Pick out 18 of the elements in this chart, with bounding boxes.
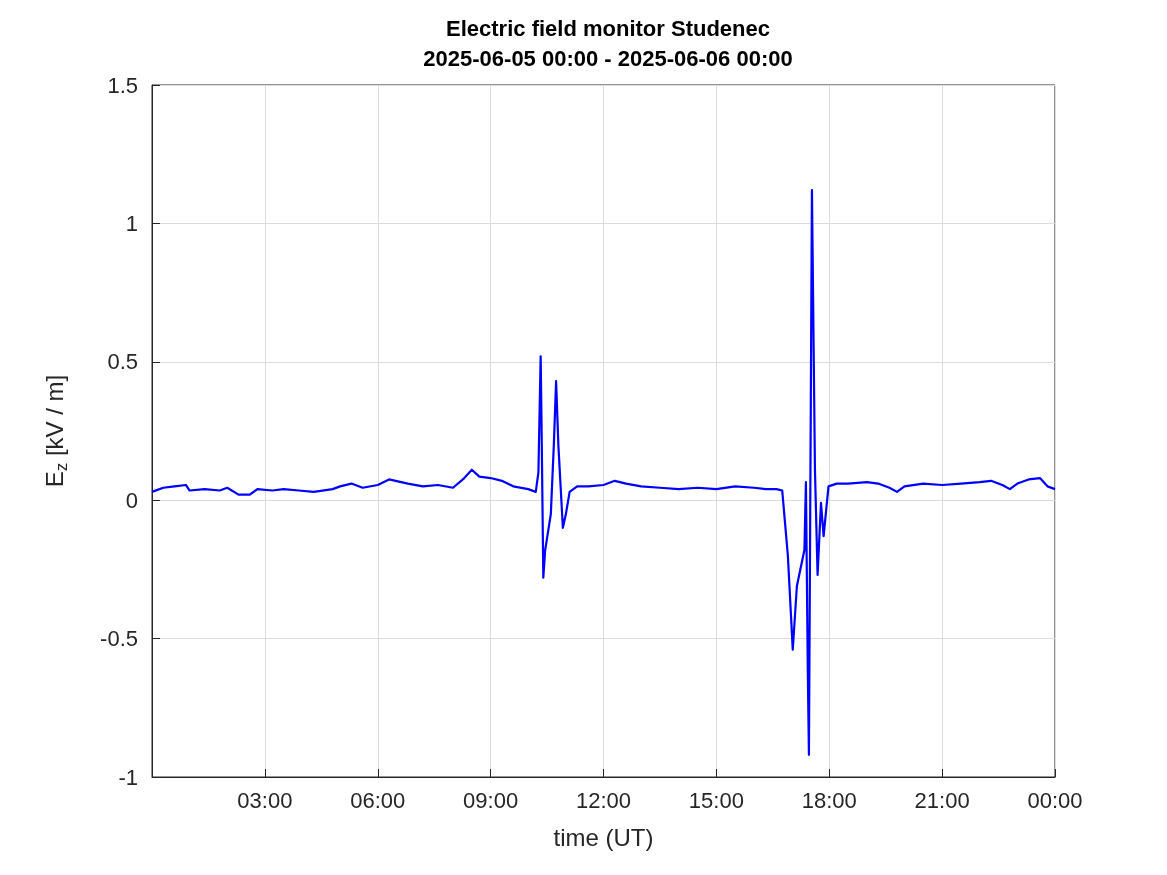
x-tick-label: 00:00 bbox=[1027, 787, 1083, 813]
y-axis-title: Ez [kV / m] bbox=[41, 374, 71, 488]
x-tick-label: 15:00 bbox=[688, 787, 744, 813]
y-tick-label: -1 bbox=[118, 764, 138, 790]
y-tick-label: 0 bbox=[125, 487, 138, 513]
chart-title: Electric field monitor Studenec 2025-06-05 00:00 - 2025-06-06 00:00 bbox=[423, 15, 793, 71]
y-tick-label: 0.5 bbox=[107, 349, 138, 375]
y-tick-label: 1.5 bbox=[107, 72, 138, 98]
y-tick-label: -0.5 bbox=[100, 626, 138, 652]
x-tick-label: 03:00 bbox=[237, 787, 293, 813]
x-tick-label: 12:00 bbox=[575, 787, 632, 813]
x-tick-label: 18:00 bbox=[801, 787, 857, 813]
x-tick-label: 21:00 bbox=[914, 787, 970, 813]
x-tick-label: 06:00 bbox=[350, 787, 406, 813]
line-series bbox=[150, 189, 1057, 756]
x-tick-label: 09:00 bbox=[463, 787, 519, 813]
x-axis-title: time (UT) bbox=[553, 823, 654, 851]
y-tick-label: 1 bbox=[125, 210, 138, 236]
